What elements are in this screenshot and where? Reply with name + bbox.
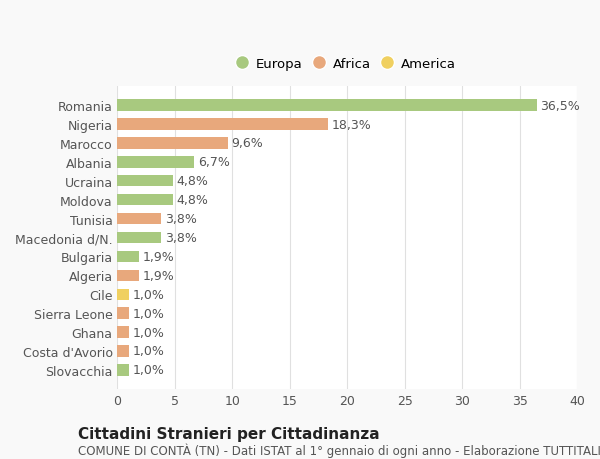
Text: 9,6%: 9,6% — [231, 137, 263, 150]
Bar — [118, 157, 194, 168]
Text: 1,0%: 1,0% — [133, 307, 164, 320]
Bar — [118, 195, 173, 206]
Text: 1,9%: 1,9% — [143, 250, 175, 263]
Bar — [118, 308, 129, 319]
Bar — [118, 176, 173, 187]
Text: 4,8%: 4,8% — [176, 175, 208, 188]
Text: 1,0%: 1,0% — [133, 364, 164, 376]
Text: 36,5%: 36,5% — [540, 100, 580, 112]
Text: 18,3%: 18,3% — [331, 118, 371, 131]
Bar — [118, 327, 129, 338]
Bar — [118, 138, 228, 149]
Bar — [118, 119, 328, 130]
Bar — [118, 346, 129, 357]
Bar — [118, 100, 537, 112]
Text: 6,7%: 6,7% — [198, 156, 230, 169]
Bar — [118, 251, 139, 263]
Text: Cittadini Stranieri per Cittadinanza: Cittadini Stranieri per Cittadinanza — [78, 426, 380, 442]
Text: 1,0%: 1,0% — [133, 345, 164, 358]
Text: 1,9%: 1,9% — [143, 269, 175, 282]
Text: 3,8%: 3,8% — [164, 213, 196, 225]
Bar — [118, 213, 161, 225]
Text: COMUNE DI CONTÀ (TN) - Dati ISTAT al 1° gennaio di ogni anno - Elaborazione TUTT: COMUNE DI CONTÀ (TN) - Dati ISTAT al 1° … — [78, 443, 600, 458]
Text: 4,8%: 4,8% — [176, 194, 208, 207]
Text: 1,0%: 1,0% — [133, 288, 164, 301]
Bar — [118, 270, 139, 281]
Legend: Europa, Africa, America: Europa, Africa, America — [235, 54, 460, 75]
Bar — [118, 364, 129, 376]
Text: 1,0%: 1,0% — [133, 326, 164, 339]
Bar — [118, 289, 129, 300]
Bar — [118, 232, 161, 244]
Text: 3,8%: 3,8% — [164, 231, 196, 245]
